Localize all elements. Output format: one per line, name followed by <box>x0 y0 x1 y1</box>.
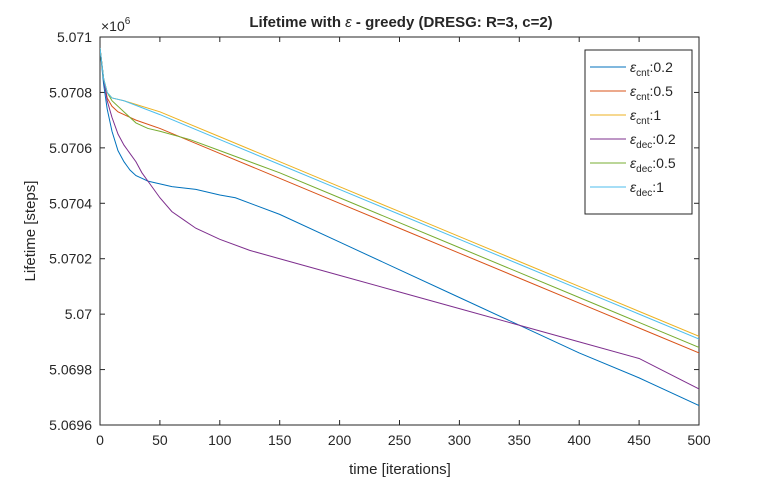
y-tick-label: 5.0704 <box>49 195 92 211</box>
x-tick-labels: 0 50 100 150 200 250 300 350 400 450 500 <box>96 432 711 448</box>
y-tick-label: 5.07 <box>65 306 92 322</box>
x-tick-label: 200 <box>328 432 352 448</box>
y-exponent-base: ×10 <box>101 18 125 34</box>
legend-epsilon: ε <box>630 83 637 99</box>
x-tick-label: 250 <box>388 432 412 448</box>
y-tick-label: 5.0702 <box>49 251 92 267</box>
y-exponent-power: 6 <box>125 16 131 27</box>
legend-subscript: dec <box>636 188 652 199</box>
chart-title-part-1: Lifetime with <box>249 14 345 31</box>
legend-entry: εcnt:0.5 <box>630 83 673 103</box>
legend-subscript: cnt <box>636 68 650 79</box>
legend-entry: εcnt:1 <box>630 107 661 127</box>
y-tick-label: 5.0696 <box>49 417 92 433</box>
legend-entry: εdec:1 <box>630 179 664 199</box>
y-tick-labels: 5.0696 5.0698 5.07 5.0702 5.0704 5.0706 5.0708… <box>49 29 92 433</box>
x-tick-label: 100 <box>208 432 232 448</box>
legend-entry: εdec:0.2 <box>630 131 676 151</box>
legend-entry: εcnt:0.2 <box>630 59 673 79</box>
legend-entry: εdec:0.5 <box>630 155 676 175</box>
legend-subscript: dec <box>636 140 652 151</box>
legend-value: :0.5 <box>652 155 676 171</box>
x-tick-label: 150 <box>268 432 292 448</box>
legend-value: :1 <box>650 107 662 123</box>
legend-epsilon: ε <box>630 59 637 75</box>
legend-value: :0.2 <box>650 59 674 75</box>
chart-title: Lifetime with ε - greedy (DRESG: R=3, c=… <box>249 14 552 31</box>
y-tick-label: 5.071 <box>57 29 92 45</box>
x-tick-label: 500 <box>687 432 711 448</box>
legend-value: :0.2 <box>652 131 676 147</box>
chart-title-epsilon: ε <box>345 14 352 31</box>
legend-epsilon: ε <box>630 131 637 147</box>
legend-subscript: cnt <box>636 92 650 103</box>
x-tick-label: 450 <box>627 432 651 448</box>
x-tick-label: 350 <box>508 432 532 448</box>
x-tick-label: 50 <box>152 432 168 448</box>
x-tick-label: 400 <box>568 432 592 448</box>
x-axis-title: time [iterations] <box>349 461 451 478</box>
legend-epsilon: ε <box>630 107 637 123</box>
y-tick-label: 5.0698 <box>49 362 92 378</box>
series-line-4 <box>100 48 699 390</box>
series-line-5 <box>100 48 699 348</box>
series-line-2 <box>100 48 699 354</box>
legend-epsilon: ε <box>630 179 637 195</box>
series-line-1 <box>100 48 699 407</box>
y-tick-label: 5.0708 <box>49 84 92 100</box>
x-tick-label: 300 <box>448 432 472 448</box>
y-axis-title: Lifetime [steps] <box>22 181 39 282</box>
legend-subscript: dec <box>636 164 652 175</box>
legend-value: :0.5 <box>650 83 674 99</box>
legend-value: :1 <box>652 179 664 195</box>
legend: εcnt:0.2εcnt:0.5εcnt:1εdec:0.2εdec:0.5εd… <box>584 49 693 215</box>
y-tick-label: 5.0706 <box>49 140 92 156</box>
legend-epsilon: ε <box>630 155 637 171</box>
series-line-6 <box>100 48 699 340</box>
y-exponent-label: ×106 <box>101 16 131 34</box>
series-lines <box>100 48 699 407</box>
x-tick-label: 0 <box>96 432 104 448</box>
axis-ticks <box>99 36 700 426</box>
chart-title-part-2: - greedy (DRESG: R=3, c=2) <box>352 14 553 31</box>
legend-subscript: cnt <box>636 116 650 127</box>
